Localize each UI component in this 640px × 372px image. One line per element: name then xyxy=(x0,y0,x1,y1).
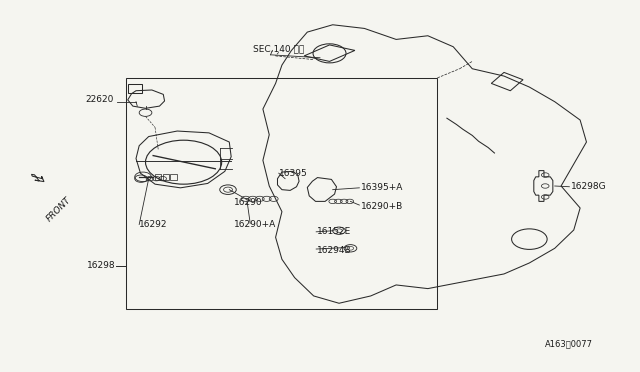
Text: 22620: 22620 xyxy=(85,95,114,105)
Text: A163：0077: A163：0077 xyxy=(545,340,593,349)
Text: 16395+A: 16395+A xyxy=(361,183,404,192)
Text: FRONT: FRONT xyxy=(45,196,73,224)
Text: 16298: 16298 xyxy=(87,262,116,270)
Text: 16298G: 16298G xyxy=(571,182,606,191)
Text: 16292: 16292 xyxy=(139,220,168,229)
Text: 16290: 16290 xyxy=(234,198,263,207)
Polygon shape xyxy=(31,174,44,182)
Text: 16290+A: 16290+A xyxy=(234,220,276,229)
Text: SEC.140 参照: SEC.140 参照 xyxy=(253,44,305,53)
Text: 16395: 16395 xyxy=(279,169,307,178)
Text: 16294B: 16294B xyxy=(317,246,351,254)
Bar xyxy=(127,78,437,309)
Text: 16290+B: 16290+B xyxy=(361,202,403,211)
Text: 16152E: 16152E xyxy=(317,227,351,236)
